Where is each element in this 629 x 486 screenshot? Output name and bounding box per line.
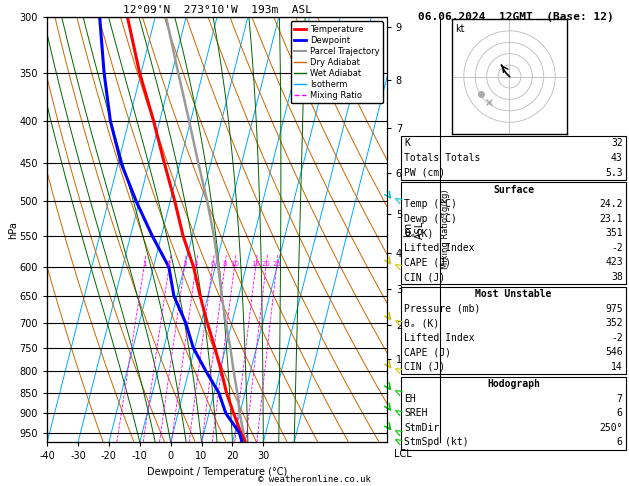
Text: CIN (J): CIN (J) [404, 362, 445, 372]
Text: Surface: Surface [493, 185, 534, 194]
Text: <: < [391, 364, 404, 378]
Text: 14: 14 [611, 362, 623, 372]
Text: <: < [391, 426, 404, 439]
Title: 12°09'N  273°10'W  193m  ASL: 12°09'N 273°10'W 193m ASL [123, 5, 311, 15]
Text: Most Unstable: Most Unstable [476, 289, 552, 299]
Text: 23.1: 23.1 [599, 214, 623, 224]
Text: 352: 352 [605, 318, 623, 328]
Text: 5.3: 5.3 [605, 168, 623, 177]
Text: Hodograph: Hodograph [487, 379, 540, 389]
Text: -2: -2 [611, 333, 623, 343]
Text: 24.2: 24.2 [599, 199, 623, 209]
Text: EH: EH [404, 394, 416, 403]
X-axis label: Dewpoint / Temperature (°C): Dewpoint / Temperature (°C) [147, 467, 287, 477]
Text: <: < [391, 195, 404, 208]
Text: 8: 8 [223, 261, 227, 267]
Text: Dewp (°C): Dewp (°C) [404, 214, 457, 224]
Text: 1: 1 [142, 261, 147, 267]
Text: -2: -2 [611, 243, 623, 253]
Text: StmSpd (kt): StmSpd (kt) [404, 437, 469, 447]
Text: LCL: LCL [394, 449, 411, 459]
Y-axis label: Mixing Ratio (g/kg): Mixing Ratio (g/kg) [441, 190, 450, 269]
Text: 6: 6 [617, 437, 623, 447]
Text: 6: 6 [210, 261, 214, 267]
Legend: Temperature, Dewpoint, Parcel Trajectory, Dry Adiabat, Wet Adiabat, Isotherm, Mi: Temperature, Dewpoint, Parcel Trajectory… [291, 21, 382, 104]
Text: <: < [391, 260, 404, 274]
Text: Totals Totals: Totals Totals [404, 153, 481, 163]
Text: 25: 25 [272, 261, 281, 267]
Text: <: < [391, 407, 404, 420]
Text: 351: 351 [605, 228, 623, 238]
Text: 250°: 250° [599, 423, 623, 433]
Text: 20: 20 [262, 261, 270, 267]
Text: K: K [404, 139, 410, 148]
Text: 3: 3 [182, 261, 187, 267]
Text: CIN (J): CIN (J) [404, 272, 445, 282]
Text: PW (cm): PW (cm) [404, 168, 445, 177]
Text: 43: 43 [611, 153, 623, 163]
Text: kt: kt [455, 24, 464, 34]
Text: 06.06.2024  12GMT  (Base: 12): 06.06.2024 12GMT (Base: 12) [418, 12, 614, 22]
Text: 10: 10 [230, 261, 239, 267]
Text: θₑ(K): θₑ(K) [404, 228, 434, 238]
Text: 4: 4 [194, 261, 198, 267]
Text: CAPE (J): CAPE (J) [404, 347, 452, 357]
Text: 546: 546 [605, 347, 623, 357]
Text: 7: 7 [617, 394, 623, 403]
Text: 6: 6 [617, 408, 623, 418]
Text: 2: 2 [167, 261, 171, 267]
Text: <: < [391, 435, 404, 449]
Text: 38: 38 [611, 272, 623, 282]
Text: Lifted Index: Lifted Index [404, 333, 475, 343]
Text: © weatheronline.co.uk: © weatheronline.co.uk [258, 474, 371, 484]
Text: Pressure (mb): Pressure (mb) [404, 304, 481, 313]
Text: 16: 16 [251, 261, 260, 267]
Text: <: < [391, 386, 404, 399]
Text: CAPE (J): CAPE (J) [404, 258, 452, 267]
Text: 423: 423 [605, 258, 623, 267]
Text: SREH: SREH [404, 408, 428, 418]
Text: 975: 975 [605, 304, 623, 313]
Text: <: < [391, 316, 404, 330]
Text: Temp (°C): Temp (°C) [404, 199, 457, 209]
Text: 32: 32 [611, 139, 623, 148]
Text: Lifted Index: Lifted Index [404, 243, 475, 253]
Text: StmDir: StmDir [404, 423, 440, 433]
Y-axis label: km
ASL: km ASL [403, 221, 425, 239]
Y-axis label: hPa: hPa [8, 221, 18, 239]
Text: θₑ (K): θₑ (K) [404, 318, 440, 328]
